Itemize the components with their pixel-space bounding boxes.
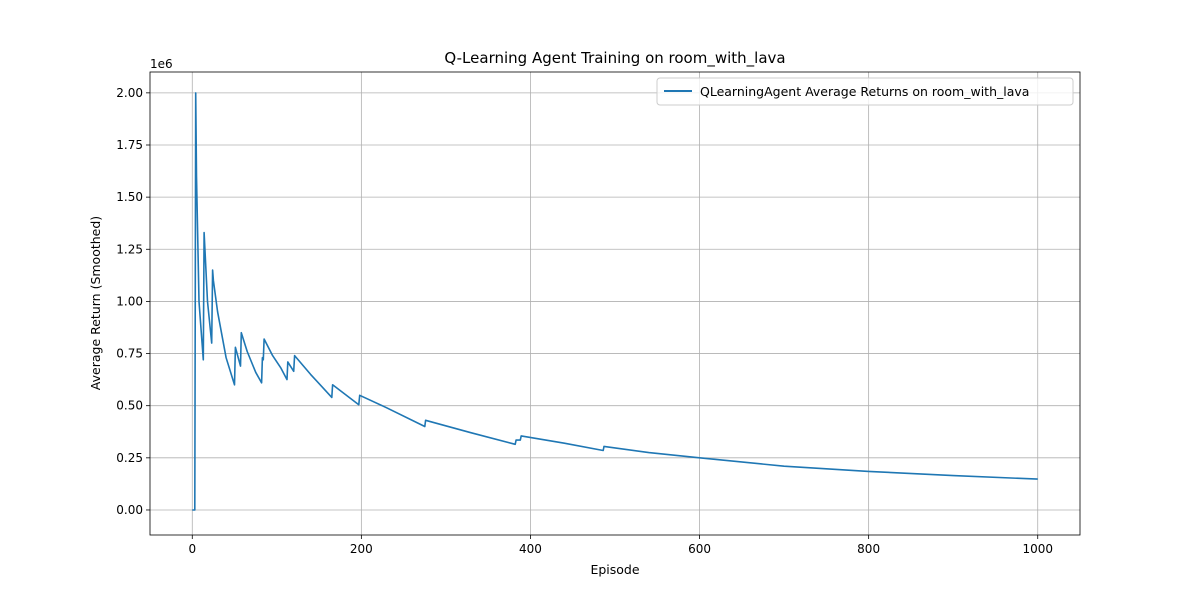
tick-marks bbox=[146, 92, 1039, 539]
y-tick-label: 0.25 bbox=[116, 451, 143, 465]
y-tick-label: 0.50 bbox=[116, 399, 143, 413]
y-tick-label: 1.75 bbox=[116, 138, 143, 152]
x-tick-label: 600 bbox=[688, 542, 711, 556]
y-axis-label: Average Return (Smoothed) bbox=[88, 216, 103, 390]
legend-label: QLearningAgent Average Returns on room_w… bbox=[700, 84, 1029, 99]
x-tick-label: 0 bbox=[188, 542, 196, 556]
x-tick-label: 1000 bbox=[1022, 542, 1053, 556]
y-tick-label: 1.00 bbox=[116, 294, 143, 308]
series-line bbox=[192, 92, 1038, 511]
legend-frame bbox=[656, 77, 1074, 106]
x-tick-label: 400 bbox=[519, 542, 542, 556]
series-layer bbox=[192, 92, 1038, 511]
x-tick-label: 200 bbox=[350, 542, 373, 556]
y-tick-label: 0.00 bbox=[116, 503, 143, 517]
x-tick-label: 800 bbox=[857, 542, 880, 556]
legend: QLearningAgent Average Returns on room_w… bbox=[656, 77, 1074, 106]
y-tick-label: 1.25 bbox=[116, 242, 143, 256]
y-tick-labels: 0.00 0.25 0.50 0.75 1.00 1.25 1.50 1.75 2.00 bbox=[116, 86, 143, 517]
y-tick-label: 2.00 bbox=[116, 86, 143, 100]
y-tick-label: 1.50 bbox=[116, 190, 143, 204]
chart-title: Q-Learning Agent Training on room_with_l… bbox=[444, 49, 785, 68]
grid-lines bbox=[150, 72, 1080, 535]
x-axis-label: Episode bbox=[590, 562, 639, 577]
y-scale-label: 1e6 bbox=[150, 57, 173, 71]
y-tick-label: 0.75 bbox=[116, 347, 143, 361]
x-tick-labels: 0 200 400 600 800 1000 bbox=[188, 542, 1053, 556]
plot-frame bbox=[149, 71, 1081, 536]
